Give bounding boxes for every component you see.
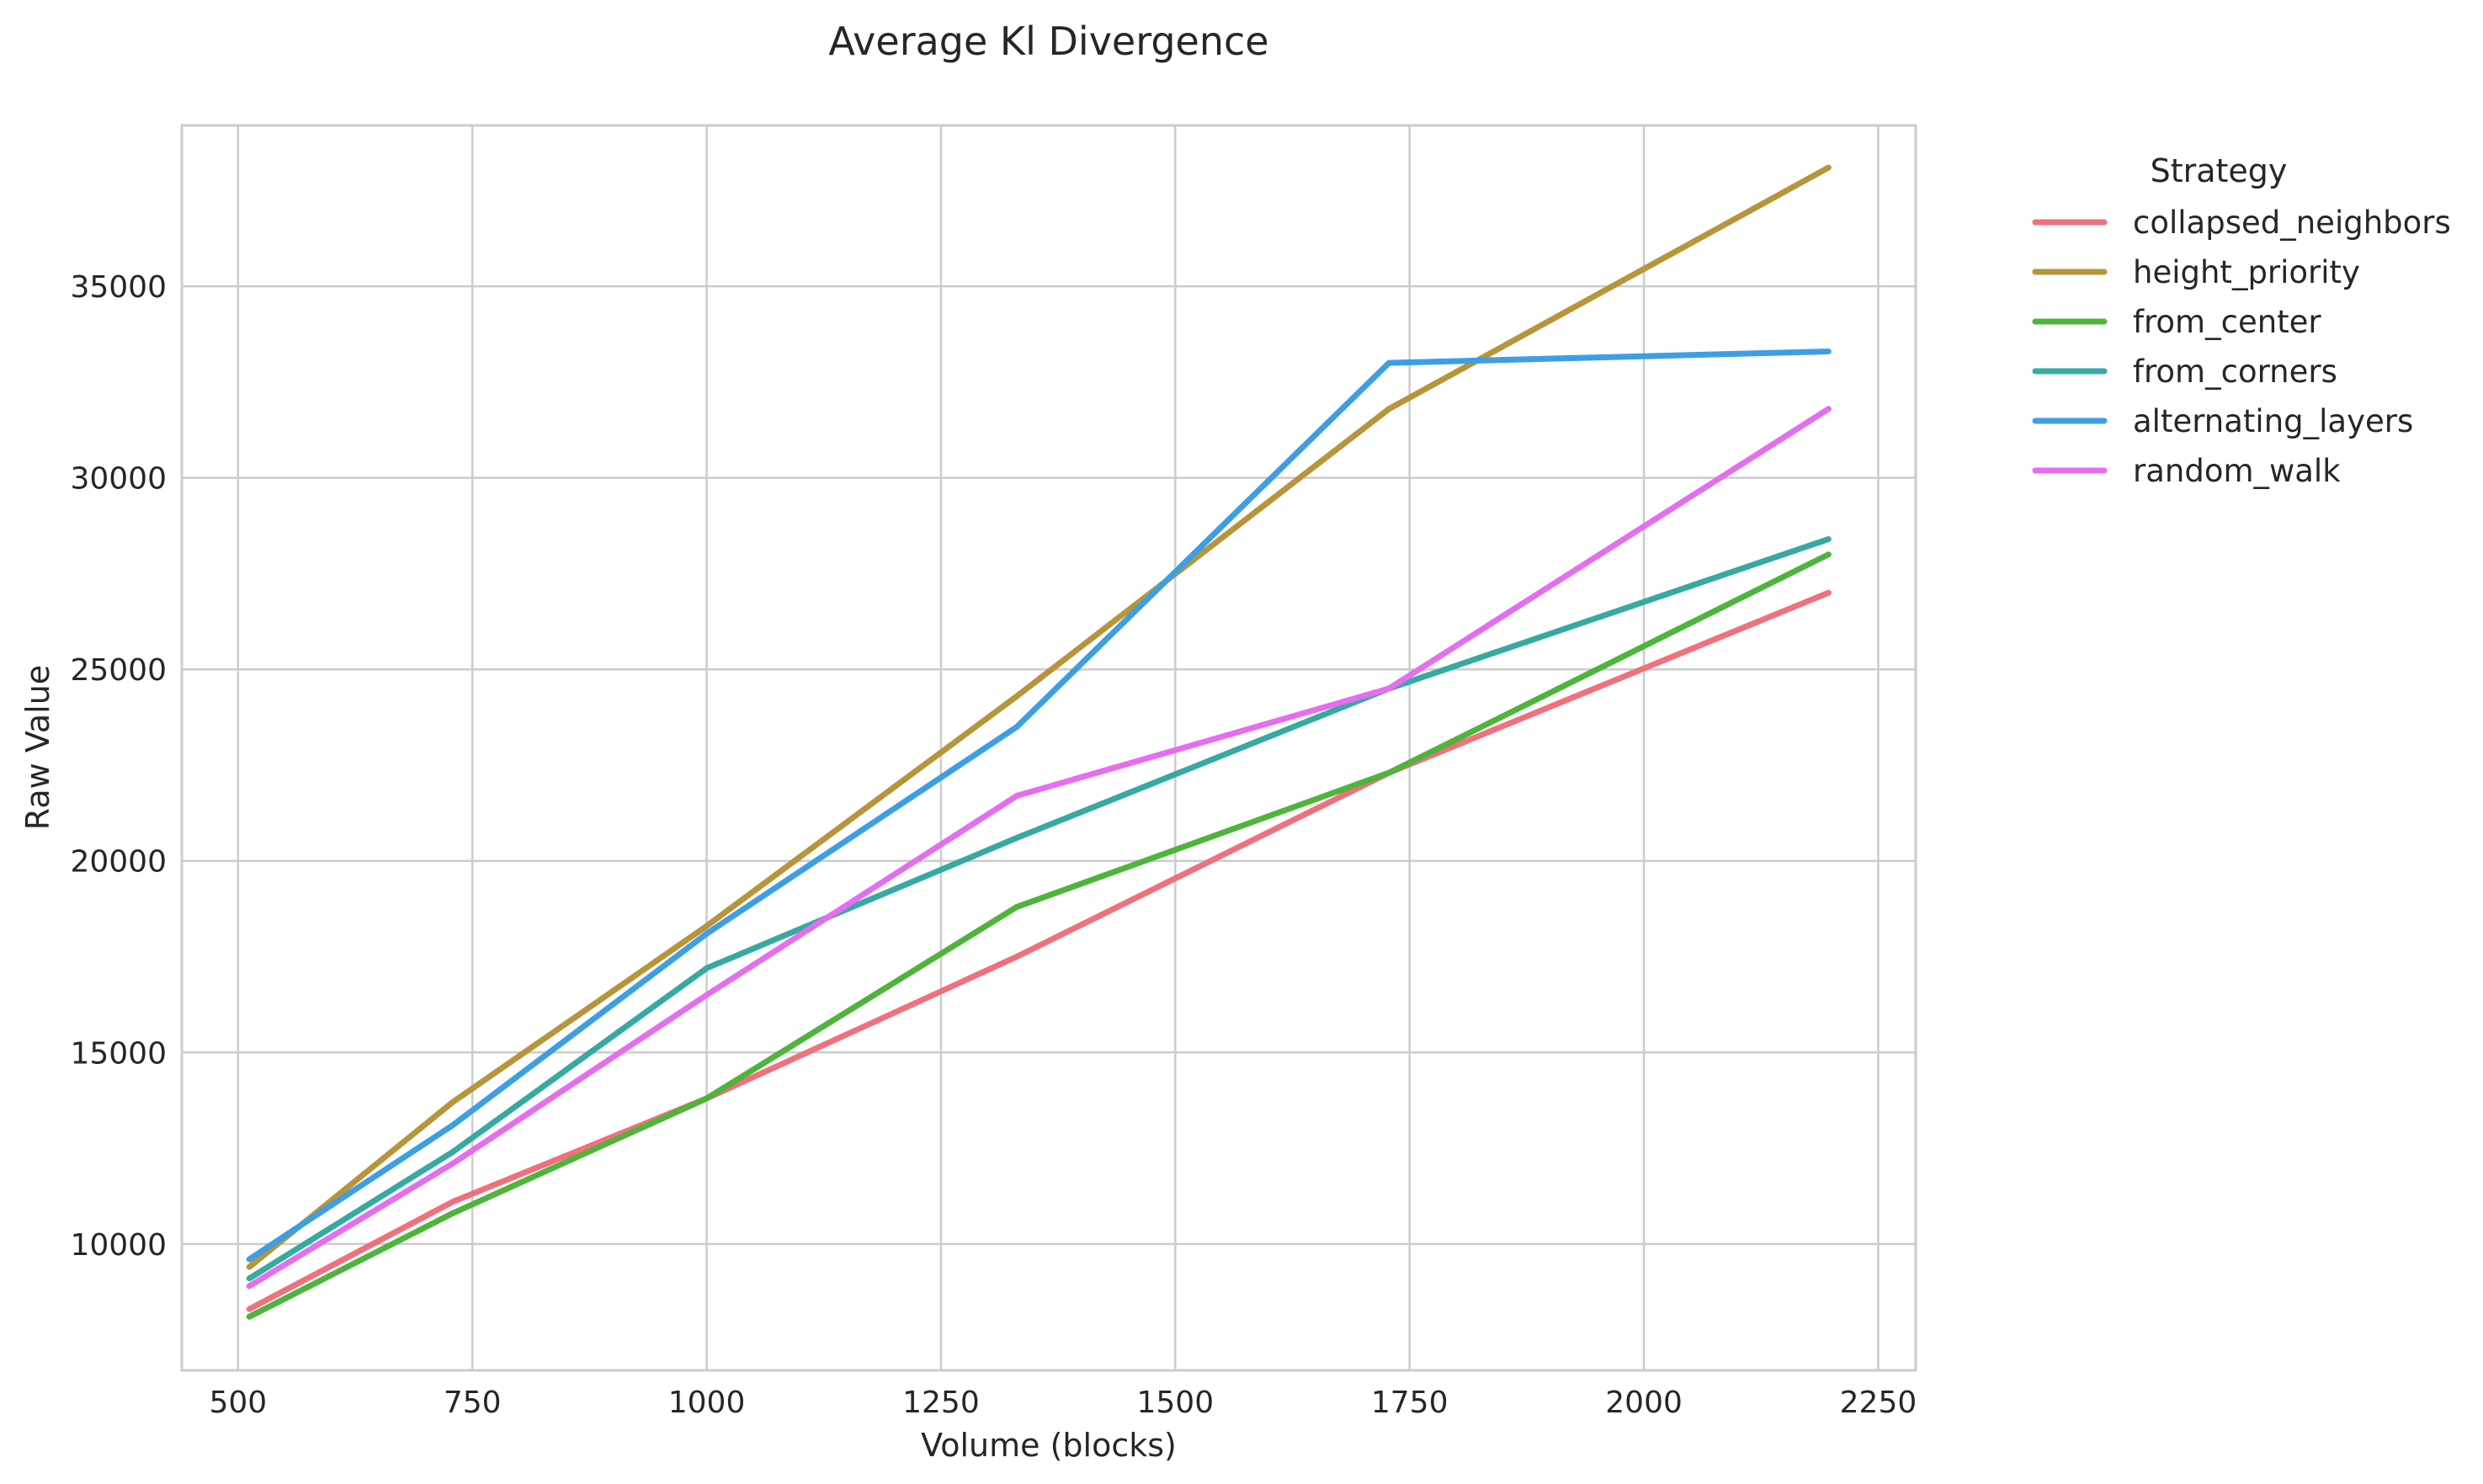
y-tick-label: 20000: [70, 845, 167, 880]
series-line-from-center: [246, 551, 1832, 1320]
series-line-collapsed-neighbors: [246, 589, 1832, 1312]
legend-title: Strategy: [2151, 152, 2288, 189]
y-tick-labels: 10000 15000 20000 25000 30000 35000: [70, 270, 167, 1263]
legend-items: collapsed_neighbors height_priority from_c…: [2032, 205, 2451, 489]
x-tick-label: 1500: [1137, 1386, 1215, 1420]
x-tick-label: 500: [209, 1386, 267, 1420]
legend-label: alternating_layers: [2133, 403, 2413, 439]
series-line-height-priority: [246, 164, 1832, 1270]
legend-label: collapsed_neighbors: [2133, 205, 2451, 241]
x-axis-label: Volume (blocks): [921, 1427, 1177, 1464]
y-tick-label: 35000: [70, 270, 167, 305]
series-line-from-corners: [246, 536, 1832, 1282]
x-tick-label: 2000: [1605, 1386, 1683, 1420]
y-tick-label: 30000: [70, 462, 167, 497]
y-axis-label: Raw Value: [19, 665, 56, 830]
legend-label: random_walk: [2133, 453, 2341, 489]
chart-title: Average Kl Divergence: [828, 19, 1268, 64]
y-tick-label: 15000: [70, 1036, 167, 1071]
x-tick-label: 750: [444, 1386, 502, 1420]
legend-label: height_priority: [2133, 254, 2360, 290]
legend: Strategy collapsed_neighbors height_prior…: [2032, 152, 2451, 489]
y-tick-label: 25000: [70, 653, 167, 688]
series-lines: [246, 164, 1832, 1320]
legend-label: from_corners: [2133, 354, 2337, 390]
legend-label: from_center: [2133, 304, 2321, 340]
x-tick-label: 2250: [1840, 1386, 1917, 1420]
x-tick-label: 1250: [902, 1386, 980, 1420]
plot-frame: [180, 124, 1917, 1372]
x-tick-label: 1000: [668, 1386, 746, 1420]
x-tick-label: 1750: [1371, 1386, 1449, 1420]
y-tick-label: 10000: [70, 1228, 167, 1263]
x-tick-labels: 500 750 1000 1250 1500 1750 2000 2250: [209, 1386, 1917, 1420]
series-line-random-walk: [246, 406, 1832, 1290]
series-line-alternating-layers: [246, 348, 1832, 1263]
